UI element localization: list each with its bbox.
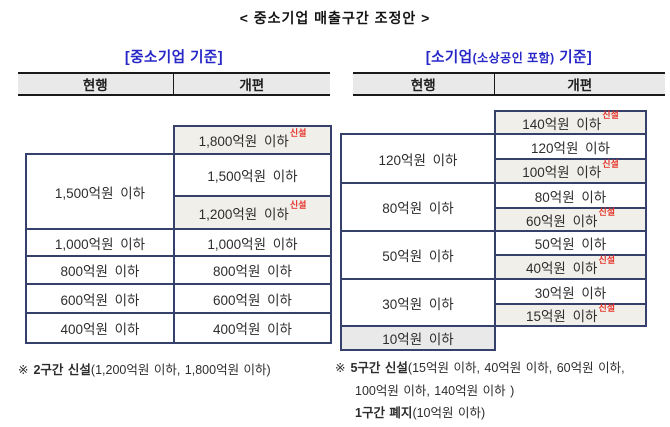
- note-strong: 2구간 신설: [33, 363, 91, 377]
- reform-cell: 120억원 이하: [494, 133, 647, 160]
- reform-cell: 50억원 이하: [494, 230, 647, 256]
- reform-cell-new: 1,200억원 이하신설: [173, 195, 332, 230]
- current-cell: 50억원 이하: [340, 230, 496, 280]
- left-note: ※ 2구간 신설(1,200억원 이하, 1,800억원 이하): [18, 359, 271, 378]
- cell-value: 50억원 이하: [382, 249, 454, 264]
- cell-value: 1,500억원 이하: [207, 169, 298, 184]
- cell-value: 100억원 이하: [522, 165, 602, 180]
- right-note: ※ 5구간 신설(15억원 이하, 40억원 이하, 60억원 이하, 100억원…: [335, 357, 669, 425]
- reform-cell: 1,500억원 이하: [173, 153, 332, 197]
- cell-value: 30억원 이하: [382, 296, 454, 312]
- cell-value: 80억원 이하: [534, 189, 607, 205]
- right-table-body: 140억원 이하신설 120억원 이하 120억원 이하 100억원 이하신설 …: [340, 110, 647, 351]
- reform-cell-new: 15억원 이하신설: [494, 302, 647, 327]
- cell-value: 10억원 이하: [382, 332, 454, 347]
- cell-value: 15억원 이하: [525, 309, 598, 324]
- right-table-header: 현행 개편: [353, 72, 665, 96]
- column-header-reform: 개편: [493, 72, 665, 96]
- left-table-header: 현행 개편: [18, 72, 330, 96]
- note-strong: 5구간 신설: [350, 361, 408, 375]
- reform-cell-new: 1,800억원 이하신설: [173, 125, 332, 155]
- right-note-line2: 100억원 이하, 140억원 이하 ): [355, 383, 515, 398]
- document-title: < 중소기업 매출구간 조정안 >: [239, 10, 431, 26]
- current-cell: 800억원 이하: [25, 255, 175, 285]
- cell-value: 1,000억원 이하: [54, 236, 146, 252]
- empty-cell: [26, 126, 174, 154]
- current-cell: 1,500억원 이하: [25, 153, 175, 230]
- left-table-body: 1,800억원 이하신설 1,500억원 이하 1,500억원 이하 1,200…: [25, 125, 332, 344]
- current-cell: 80억원 이하: [340, 182, 496, 232]
- reform-cell-new: 40억원 이하신설: [494, 254, 647, 280]
- right-table-caption: [소기업(소상공인 포함) 기준]: [353, 46, 665, 67]
- new-badge: 신설: [289, 127, 307, 138]
- reform-cell-new: 100억원 이하신설: [494, 158, 647, 184]
- current-cell: 1,000억원 이하: [25, 228, 175, 257]
- note-rest: (15억원 이하, 40억원 이하, 60억원 이하,: [407, 361, 625, 375]
- reform-cell: 80억원 이하: [494, 182, 647, 209]
- cell-value: 120억원 이하: [378, 152, 458, 168]
- new-badge: 신설: [598, 254, 615, 265]
- cell-value: 120억원 이하: [531, 140, 610, 156]
- cell-value: 400억원 이하: [213, 322, 292, 337]
- cell-value: 50억원 이하: [534, 237, 607, 252]
- current-cell-retired: 10억원 이하: [340, 325, 496, 351]
- reform-cell: 400억원 이하: [173, 312, 332, 344]
- reform-cell-new: 140억원 이하신설: [494, 110, 647, 135]
- reform-cell: 30억원 이하: [494, 278, 647, 305]
- cell-value: 40억원 이하: [525, 261, 598, 276]
- right-caption-prefix: [소기업: [425, 50, 473, 66]
- new-badge: 신설: [289, 200, 307, 210]
- note-rest: (10억원 이하): [412, 406, 486, 420]
- cell-value: 400억원 이하: [60, 322, 140, 337]
- empty-cell: [341, 111, 495, 134]
- cell-value: 600억원 이하: [213, 292, 292, 308]
- column-header-current: 현행: [18, 72, 173, 96]
- reform-cell: 1,000억원 이하: [173, 228, 332, 257]
- note-marker: ※: [18, 363, 29, 377]
- new-badge: 신설: [602, 158, 619, 169]
- right-caption-suffix: 기준]: [554, 50, 593, 66]
- current-cell: 600억원 이하: [25, 283, 175, 314]
- note-strong: 1구간 폐지: [355, 406, 413, 420]
- note-rest: (1,200억원 이하, 1,800억원 이하): [90, 363, 271, 377]
- cell-value: 1,800억원 이하: [198, 134, 289, 149]
- column-header-reform: 개편: [172, 72, 330, 96]
- cell-value: 800억원 이하: [60, 264, 140, 279]
- new-badge: 신설: [602, 110, 619, 120]
- right-note-line1: ※ 5구간 신설(15억원 이하, 40억원 이하, 60억원 이하,: [335, 357, 669, 380]
- note-marker: ※: [335, 361, 346, 375]
- cell-value: 600억원 이하: [60, 292, 140, 308]
- current-cell: 400억원 이하: [25, 312, 175, 344]
- cell-value: 1,500억원 이하: [54, 185, 146, 201]
- reform-cell: 600억원 이하: [173, 283, 332, 314]
- right-caption-paren: (소상공인 포함): [472, 51, 555, 65]
- current-cell: 120억원 이하: [340, 133, 496, 184]
- cell-value: 1,200억원 이하: [198, 206, 289, 222]
- right-note-line3: 1구간 폐지(10억원 이하): [335, 402, 669, 425]
- reform-cell: 800억원 이하: [173, 255, 332, 285]
- left-table-caption: [중소기업 기준]: [124, 50, 224, 66]
- empty-cell: [495, 326, 646, 350]
- cell-value: 30억원 이하: [534, 285, 607, 301]
- cell-value: 140억원 이하: [522, 116, 602, 132]
- cell-value: 80억원 이하: [382, 201, 454, 216]
- new-badge: 신설: [598, 302, 615, 313]
- column-header-current: 현행: [353, 72, 494, 96]
- cell-value: 60억원 이하: [525, 213, 598, 229]
- reform-cell-new: 60억원 이하신설: [494, 207, 647, 232]
- cell-value: 800억원 이하: [213, 264, 292, 279]
- new-badge: 신설: [598, 207, 615, 217]
- cell-value: 1,000억원 이하: [207, 236, 298, 252]
- current-cell: 30억원 이하: [340, 278, 496, 327]
